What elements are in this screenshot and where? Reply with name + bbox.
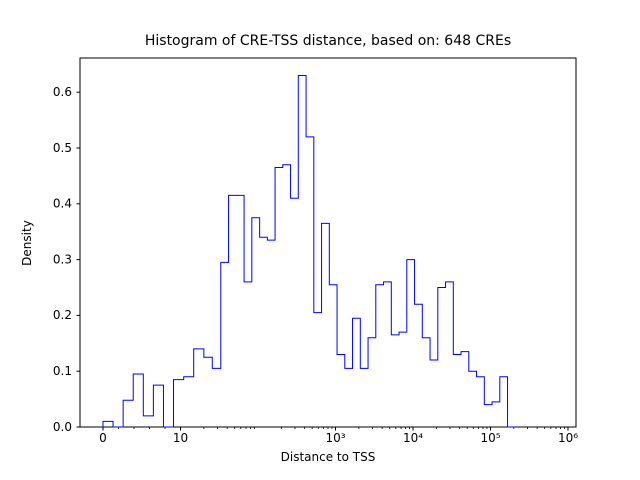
axes-frame: [79, 57, 577, 428]
y-tick-label: 0.4: [53, 197, 72, 211]
y-tick-label: 0.1: [53, 364, 72, 378]
x-tick-label: 10⁵: [480, 431, 500, 445]
chart-title: Histogram of CRE-TSS distance, based on:…: [144, 33, 512, 49]
x-tick-label: 0: [99, 431, 107, 445]
x-tick-label: 10⁴: [403, 431, 423, 445]
y-tick-label: 0.3: [53, 252, 72, 266]
histogram-step-line: [102, 74, 516, 428]
y-tick-label: 0.5: [53, 141, 72, 155]
x-tick-label: 10⁶: [558, 431, 578, 445]
y-axis-label: Density: [20, 220, 34, 266]
y-tick-label: 0.6: [53, 85, 72, 99]
y-tick-label: 0.0: [53, 420, 72, 434]
x-axis-label: Distance to TSS: [280, 450, 376, 464]
y-tick-label: 0.2: [53, 308, 72, 322]
x-tick-label: 10³: [325, 431, 345, 445]
x-tick-label: 10: [173, 431, 188, 445]
